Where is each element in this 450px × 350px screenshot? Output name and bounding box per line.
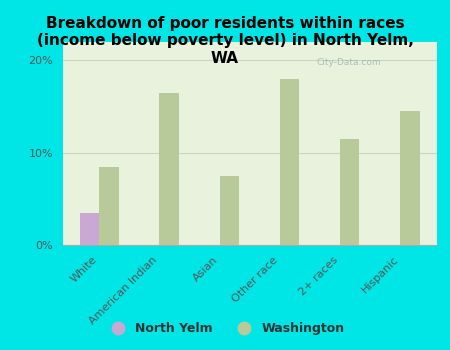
- Bar: [220, 176, 239, 245]
- Bar: [159, 93, 179, 245]
- Bar: [400, 111, 419, 245]
- Bar: [99, 167, 118, 245]
- Bar: [80, 213, 99, 245]
- Bar: [280, 79, 299, 245]
- Legend: North Yelm, Washington: North Yelm, Washington: [100, 317, 350, 340]
- Bar: [340, 139, 359, 245]
- Text: City-Data.com: City-Data.com: [317, 58, 382, 67]
- Text: Breakdown of poor residents within races
(income below poverty level) in North Y: Breakdown of poor residents within races…: [36, 16, 414, 65]
